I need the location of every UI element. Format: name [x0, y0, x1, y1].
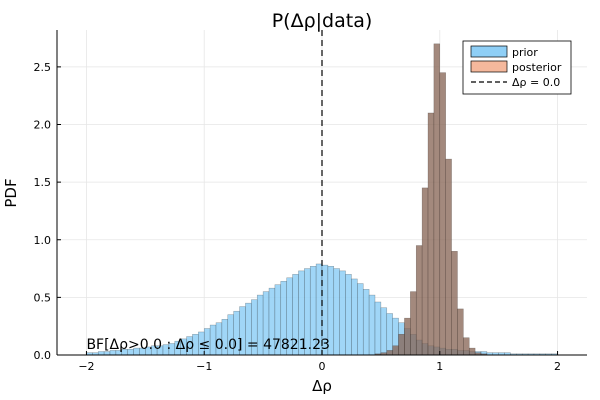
legend-prior-swatch	[470, 45, 508, 58]
prior-bar	[345, 274, 352, 356]
ticks: −2 −1 0 1 2 0.0 0.5 1.0 1.5 2.0 2.5	[34, 61, 562, 373]
y-axis-label: PDF	[2, 178, 20, 207]
posterior-bar-shade	[416, 245, 423, 355]
x-tick-label: −2	[78, 360, 94, 373]
posterior-bar-shade	[463, 337, 470, 355]
posterior-bar-shade	[392, 345, 399, 355]
y-tick-label: 0.0	[34, 349, 52, 362]
y-tick-label: 1.5	[34, 176, 52, 189]
posterior-bar-shade	[439, 72, 446, 355]
y-tick-label: 1.0	[34, 234, 52, 247]
prior-bar	[368, 294, 376, 356]
posterior-bar-shade	[469, 348, 476, 355]
prior-bar	[380, 307, 388, 356]
chart-title: P(Δρ|data)	[272, 10, 373, 32]
prior-bar	[386, 313, 393, 356]
posterior-bar-shade	[410, 291, 417, 355]
y-tick-label: 2.5	[34, 61, 52, 74]
posterior-bar-shade	[445, 159, 452, 355]
y-tick-label: 2.0	[34, 119, 52, 132]
prior-bar	[357, 283, 364, 356]
x-tick-label: −1	[196, 360, 212, 373]
legend-zero-line-label: Δρ = 0.0	[512, 76, 560, 89]
bayes-factor-annotation: BF[Δρ>0.0 : Δρ ≤ 0.0] = 47821.23	[86, 337, 329, 353]
legend-posterior-label: posterior	[512, 61, 562, 74]
posterior-bar-shade	[375, 353, 381, 355]
posterior-bar-shade	[481, 353, 487, 355]
posterior-bar-shade	[475, 352, 481, 355]
posterior-bar-shade	[398, 334, 405, 355]
prior-bar	[362, 289, 370, 356]
posterior-bar-shade	[457, 308, 464, 355]
x-tick-label: 1	[436, 360, 443, 373]
posterior-bar-shade	[404, 318, 411, 355]
x-axis-label: Δρ	[312, 377, 332, 395]
posterior-bar-shade	[422, 187, 428, 355]
x-tick-label: 2	[554, 360, 561, 373]
posterior-bar-shade	[380, 352, 387, 355]
posterior-bar-shade	[451, 251, 458, 355]
y-tick-label: 0.5	[34, 291, 52, 304]
posterior-bar-shade	[428, 112, 434, 355]
prior-bar	[339, 270, 346, 356]
posterior-bars	[374, 43, 488, 356]
prior-bar	[351, 278, 358, 356]
legend-prior-label: prior	[512, 46, 538, 59]
prior-bar	[374, 301, 382, 356]
posterior-bar-shade	[386, 350, 393, 355]
legend: prior posterior Δρ = 0.0	[462, 40, 572, 95]
prior-bar	[333, 268, 340, 356]
legend-posterior-swatch	[470, 60, 508, 73]
x-tick-label: 0	[319, 360, 326, 373]
posterior-bar-shade	[433, 43, 440, 356]
